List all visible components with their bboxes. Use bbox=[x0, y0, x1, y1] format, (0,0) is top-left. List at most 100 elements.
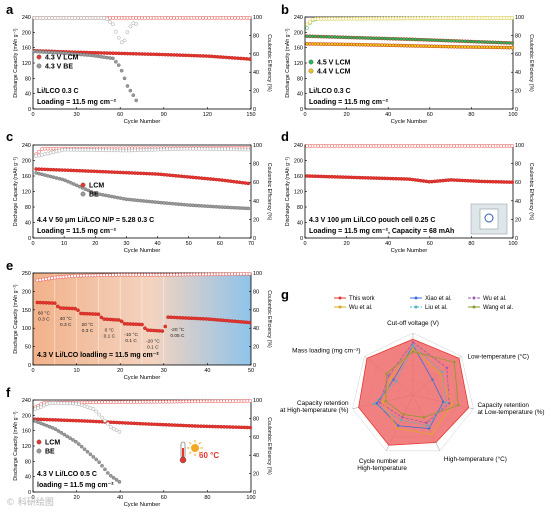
y-tick-label: 120 bbox=[294, 190, 303, 196]
y2-tick-label: 20 bbox=[253, 89, 259, 95]
x-tick-label: 100 bbox=[508, 112, 517, 118]
data-point bbox=[85, 449, 90, 454]
y-tick-label: 80 bbox=[25, 76, 31, 82]
segment-rate-label: 0.05 C bbox=[170, 333, 185, 339]
data-point bbox=[79, 444, 84, 449]
data-point bbox=[108, 19, 112, 24]
y-tick-label: 240 bbox=[294, 15, 303, 21]
radar-point bbox=[392, 378, 395, 381]
panel-note: 4.3 V 100 μm Li/LCO pouch cell 0.25 C bbox=[309, 217, 435, 224]
data-point bbox=[50, 276, 54, 280]
y2-tick-label: 100 bbox=[253, 271, 262, 277]
radar-point bbox=[385, 372, 388, 375]
series-be-ce bbox=[33, 401, 122, 434]
y-tick-label: 40 bbox=[297, 221, 303, 227]
radar-axis-label: High-temperature bbox=[357, 465, 407, 472]
data-point bbox=[45, 173, 50, 178]
y-tick-label: 240 bbox=[22, 398, 31, 404]
data-point bbox=[103, 418, 107, 423]
y-tick-label: 120 bbox=[294, 61, 303, 67]
y2-tick-label: 100 bbox=[515, 15, 524, 21]
data-point bbox=[68, 436, 72, 440]
y2-tick-label: 40 bbox=[253, 199, 259, 205]
y-axis-title: Discharge Capacity (mAh g⁻¹) bbox=[13, 411, 19, 481]
y-tick-label: 240 bbox=[294, 143, 303, 149]
segment-temp-label: 20 °C bbox=[81, 322, 94, 328]
sun-icon bbox=[191, 444, 199, 452]
data-point bbox=[94, 457, 99, 462]
data-point bbox=[510, 180, 515, 185]
plot-frame bbox=[32, 272, 252, 366]
data-point bbox=[62, 432, 67, 437]
data-point bbox=[247, 57, 252, 61]
panel-note: 4.3 V Li/LCO loadling = 11.5 mg cm⁻² bbox=[37, 352, 159, 359]
x-tick-label: 0 bbox=[303, 241, 306, 247]
series-lcm-ce bbox=[305, 144, 515, 148]
y2-tick-label: 0 bbox=[253, 490, 256, 496]
series-lcm-ce bbox=[35, 272, 252, 283]
data-point bbox=[246, 181, 251, 186]
y-tick-label: 200 bbox=[22, 289, 31, 295]
segment-temp-label: 0 °C bbox=[105, 327, 115, 333]
series-4-5-v-lcm bbox=[305, 34, 515, 45]
data-point bbox=[56, 429, 61, 433]
data-point bbox=[48, 150, 53, 155]
data-point bbox=[37, 153, 41, 158]
radar-point bbox=[442, 400, 445, 404]
data-point bbox=[125, 30, 130, 35]
y2-tick-label: 40 bbox=[253, 453, 259, 459]
radar-series bbox=[373, 344, 447, 427]
x-tick-label: 0 bbox=[31, 241, 34, 247]
data-point bbox=[247, 320, 252, 325]
x-tick-label: 50 bbox=[248, 368, 254, 374]
x-tick-label: 150 bbox=[246, 112, 255, 118]
data-point bbox=[88, 452, 93, 457]
y-tick-label: 80 bbox=[297, 76, 303, 82]
data-point bbox=[51, 150, 56, 154]
data-point bbox=[119, 319, 124, 324]
data-point bbox=[40, 152, 44, 157]
data-point bbox=[116, 318, 121, 322]
x-tick-label: 20 bbox=[92, 241, 98, 247]
panel-note: Li/LCO 0.3 C bbox=[309, 88, 351, 95]
x-tick-label: 60 bbox=[427, 241, 433, 247]
x-tick-label: 100 bbox=[246, 495, 255, 501]
y-tick-label: 160 bbox=[22, 46, 31, 52]
radar-point bbox=[451, 402, 454, 406]
radar-point bbox=[457, 404, 460, 407]
y2-tick-label: 80 bbox=[253, 33, 259, 39]
legend-label: 4.4 V LCM bbox=[317, 69, 351, 76]
radar-grid-ring bbox=[352, 332, 474, 452]
data-point bbox=[108, 473, 113, 478]
data-point bbox=[40, 147, 44, 151]
data-point bbox=[100, 463, 104, 468]
radar-legend-label: Liu et al. bbox=[425, 305, 448, 311]
x-tick-label: 50 bbox=[186, 241, 192, 247]
radar-point bbox=[411, 347, 415, 350]
x-axis-title: Cycle Number bbox=[124, 248, 161, 254]
data-point bbox=[76, 308, 80, 313]
y2-tick-label: 0 bbox=[515, 107, 518, 113]
legend-marker bbox=[80, 182, 86, 188]
data-point bbox=[111, 56, 115, 61]
legend-label: BE bbox=[89, 192, 99, 199]
series-4-3-v-be bbox=[32, 49, 139, 103]
radar-point bbox=[387, 374, 390, 377]
segment-temp-label: -20 °C bbox=[171, 327, 185, 333]
radar-axis-label: Cut-off voltage (V) bbox=[387, 320, 439, 327]
panel-b: 0 20 40 60 80 1000408012016020024002040608010… bbox=[285, 15, 534, 125]
series-4-3-v-be-ce bbox=[32, 16, 139, 45]
data-point bbox=[104, 193, 108, 198]
y2-tick-label: 40 bbox=[515, 199, 521, 205]
radar-legend-marker bbox=[414, 296, 418, 300]
legend-label: BE bbox=[45, 449, 55, 456]
legend-label: 4.3 V LCM bbox=[45, 55, 79, 62]
x-tick-label: 0 bbox=[31, 495, 34, 501]
plot-frame bbox=[32, 399, 252, 493]
sun-ray bbox=[188, 441, 192, 445]
panel-note: Loading = 11.5 mg cm⁻² bbox=[37, 99, 117, 106]
segment-rate-label: 0.1 C bbox=[147, 344, 159, 350]
data-point bbox=[510, 41, 515, 45]
x-tick-label: 40 bbox=[155, 241, 161, 247]
